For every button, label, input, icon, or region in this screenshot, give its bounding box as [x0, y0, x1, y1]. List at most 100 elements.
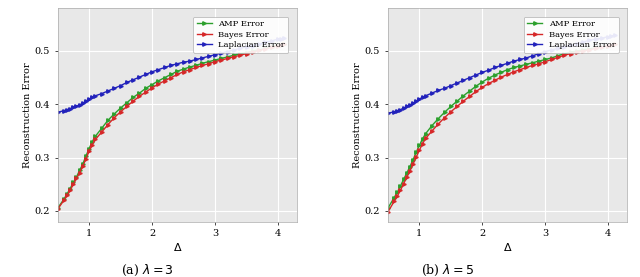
- Laplacian Error: [277, 37, 285, 40]
- Bayes Error: [268, 46, 276, 49]
- Laplacian Error: [180, 60, 188, 64]
- Line: Bayes Error: Bayes Error: [56, 42, 286, 211]
- Bayes Error: [249, 50, 257, 54]
- AMP Error: [230, 53, 238, 57]
- Laplacian Error: [154, 68, 162, 71]
- Bayes Error: [180, 70, 188, 73]
- Laplacian Error: [466, 76, 474, 79]
- Bayes Error: [573, 50, 580, 54]
- AMP Error: [274, 43, 282, 47]
- Laplacian Error: [460, 79, 467, 82]
- AMP Error: [406, 165, 413, 168]
- Line: Laplacian Error: Laplacian Error: [56, 36, 286, 114]
- Laplacian Error: [161, 66, 168, 69]
- AMP Error: [236, 52, 244, 55]
- Bayes Error: [76, 171, 83, 174]
- Laplacian Error: [123, 81, 131, 84]
- Laplacian Error: [390, 110, 398, 113]
- AMP Error: [504, 68, 511, 71]
- Bayes Error: [129, 99, 137, 103]
- Laplacian Error: [422, 94, 429, 98]
- Bayes Error: [82, 157, 90, 160]
- Bayes Error: [397, 188, 404, 192]
- Bayes Error: [211, 60, 219, 63]
- AMP Error: [412, 151, 420, 154]
- Bayes Error: [390, 200, 398, 203]
- Laplacian Error: [611, 33, 618, 37]
- AMP Error: [192, 64, 200, 67]
- Legend: AMP Error, Bayes Error, Laplacian Error: AMP Error, Bayes Error, Laplacian Error: [193, 17, 289, 53]
- Laplacian Error: [274, 38, 282, 41]
- AMP Error: [435, 117, 442, 120]
- Laplacian Error: [453, 81, 461, 85]
- Bayes Error: [409, 162, 417, 166]
- Laplacian Error: [98, 92, 106, 95]
- Laplacian Error: [384, 112, 392, 115]
- AMP Error: [205, 60, 212, 63]
- Bayes Error: [236, 53, 244, 57]
- Laplacian Error: [54, 111, 61, 114]
- Bayes Error: [428, 129, 436, 133]
- AMP Error: [88, 140, 96, 143]
- Laplacian Error: [516, 58, 524, 61]
- AMP Error: [142, 87, 150, 90]
- Laplacian Error: [406, 103, 413, 106]
- Bayes Error: [604, 44, 612, 47]
- AMP Error: [82, 154, 90, 158]
- AMP Error: [70, 181, 77, 184]
- AMP Error: [129, 96, 137, 99]
- Laplacian Error: [249, 44, 257, 47]
- Laplacian Error: [60, 109, 68, 112]
- Laplacian Error: [76, 103, 83, 106]
- AMP Error: [397, 184, 404, 188]
- Laplacian Error: [604, 35, 612, 38]
- Laplacian Error: [262, 41, 269, 44]
- Laplacian Error: [142, 73, 150, 76]
- Bayes Error: [79, 165, 86, 168]
- Bayes Error: [472, 90, 480, 93]
- Laplacian Error: [236, 47, 244, 50]
- Bayes Error: [485, 82, 493, 85]
- Bayes Error: [504, 73, 511, 76]
- AMP Error: [111, 112, 118, 116]
- Laplacian Error: [403, 105, 411, 108]
- Bayes Error: [192, 66, 200, 69]
- Bayes Error: [280, 42, 288, 46]
- Line: Laplacian Error: Laplacian Error: [386, 33, 616, 115]
- Bayes Error: [116, 110, 124, 113]
- Bayes Error: [561, 53, 568, 57]
- AMP Error: [60, 198, 68, 201]
- AMP Error: [611, 42, 618, 46]
- AMP Error: [441, 111, 449, 114]
- Laplacian Error: [70, 106, 77, 109]
- Line: AMP Error: AMP Error: [56, 42, 286, 210]
- AMP Error: [262, 47, 269, 50]
- Laplacian Error: [428, 91, 436, 95]
- Bayes Error: [198, 64, 206, 67]
- Laplacian Error: [280, 36, 288, 39]
- AMP Error: [592, 46, 600, 49]
- AMP Error: [604, 44, 612, 47]
- Laplacian Error: [523, 56, 531, 60]
- AMP Error: [428, 124, 436, 127]
- Bayes Error: [243, 52, 250, 55]
- AMP Error: [390, 196, 398, 199]
- Laplacian Error: [92, 94, 99, 98]
- AMP Error: [161, 76, 168, 79]
- Laplacian Error: [397, 108, 404, 111]
- AMP Error: [73, 175, 81, 178]
- AMP Error: [523, 63, 531, 66]
- Laplacian Error: [441, 87, 449, 90]
- AMP Error: [403, 171, 411, 175]
- AMP Error: [277, 43, 285, 46]
- Laplacian Error: [255, 42, 263, 46]
- Laplacian Error: [186, 60, 194, 63]
- AMP Error: [255, 48, 263, 52]
- Bayes Error: [85, 150, 93, 153]
- AMP Error: [394, 191, 401, 194]
- Laplacian Error: [198, 56, 206, 60]
- Laplacian Error: [82, 99, 90, 103]
- Laplacian Error: [63, 108, 71, 111]
- AMP Error: [419, 137, 426, 141]
- AMP Error: [472, 84, 480, 88]
